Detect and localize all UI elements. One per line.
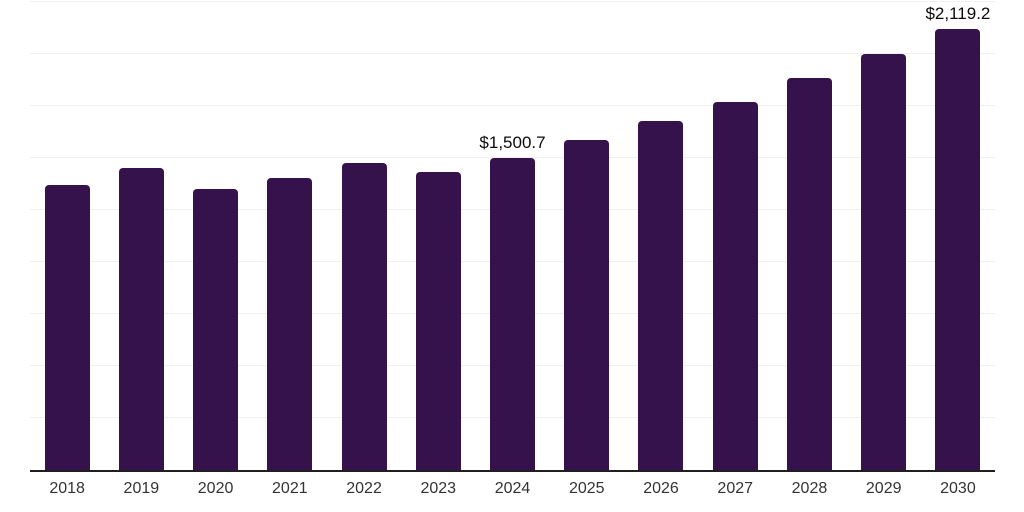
x-tick-label-2024: 2024 — [494, 480, 531, 497]
bar-slot-2021 — [253, 2, 327, 470]
data-label-2024: $1,500.7 — [479, 132, 546, 152]
bar-slot-2025 — [550, 2, 624, 470]
x-tick-label-2022: 2022 — [346, 480, 382, 497]
bar-slot-2022 — [327, 2, 401, 470]
bar-2024: $1,500.7 — [479, 133, 546, 470]
plot-area: $1,500.7 $2,119.2 — [30, 1, 995, 472]
bar-2028 — [786, 78, 832, 470]
bar-slot-2027 — [698, 2, 772, 470]
x-tick-label-2023: 2023 — [420, 480, 457, 497]
bar-slot-2024: $1,500.7 — [475, 2, 549, 470]
gridline-1750 — [30, 105, 995, 106]
x-tick-label-2025: 2025 — [568, 480, 605, 497]
x-axis: 2018 2019 2020 2021 2022 2023 2024 2025 2026 2027… — [30, 480, 995, 498]
gridline-1500 — [30, 157, 995, 159]
x-tick-label-2019: 2019 — [123, 480, 160, 497]
bar-slot-2028 — [772, 2, 846, 470]
gridline-2250 — [30, 1, 995, 2]
x-tick-label-2027: 2027 — [717, 480, 754, 497]
bar-2020 — [193, 188, 239, 470]
bar-2026 — [638, 120, 684, 470]
bar-slot-2020 — [178, 2, 252, 470]
bar-2025 — [564, 139, 610, 470]
bar-slot-2029 — [847, 2, 921, 470]
x-tick-label-2026: 2026 — [643, 480, 679, 497]
bar-slot-2023 — [401, 2, 475, 470]
x-tick-label-2018: 2018 — [49, 480, 85, 497]
bar-slot-2019 — [104, 2, 178, 470]
bar-2027 — [712, 101, 758, 470]
bar-2018 — [44, 185, 90, 470]
bar-2021 — [267, 177, 313, 470]
bar-2029 — [861, 54, 907, 470]
x-tick-label-2028: 2028 — [791, 480, 828, 497]
x-tick-label-2021: 2021 — [272, 480, 308, 497]
bar-series: $1,500.7 $2,119.2 — [30, 2, 995, 470]
x-tick-label-2020: 2020 — [197, 480, 234, 497]
bar-slot-2026 — [624, 2, 698, 470]
x-tick-label-2030: 2030 — [940, 480, 976, 497]
x-tick-label-2029: 2029 — [865, 480, 902, 497]
data-label-2030: $2,119.2 — [925, 4, 991, 24]
bar-2030: $2,119.2 — [925, 4, 990, 470]
bar-slot-2030: $2,119.2 — [921, 2, 995, 470]
bar-2023 — [415, 171, 461, 470]
gridline-2000 — [30, 53, 995, 54]
bar-2019 — [118, 168, 164, 470]
bar-slot-2018 — [30, 2, 104, 470]
bar-2022 — [341, 163, 387, 470]
